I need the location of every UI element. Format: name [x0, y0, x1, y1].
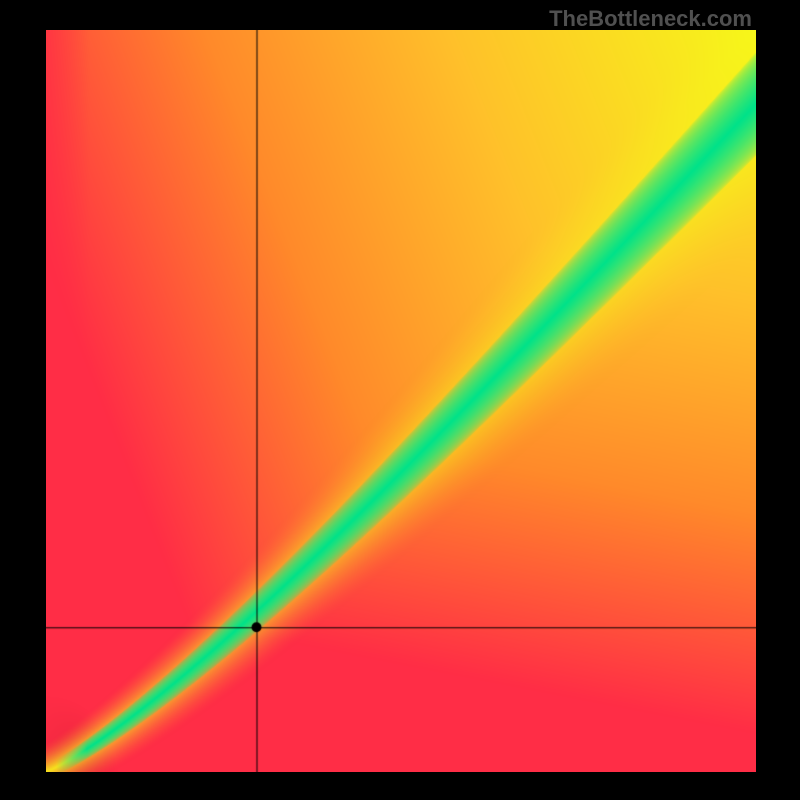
plot-area — [46, 30, 756, 772]
figure-container: TheBottleneck.com — [0, 0, 800, 800]
watermark-text: TheBottleneck.com — [549, 6, 752, 32]
heatmap-canvas — [46, 30, 756, 772]
